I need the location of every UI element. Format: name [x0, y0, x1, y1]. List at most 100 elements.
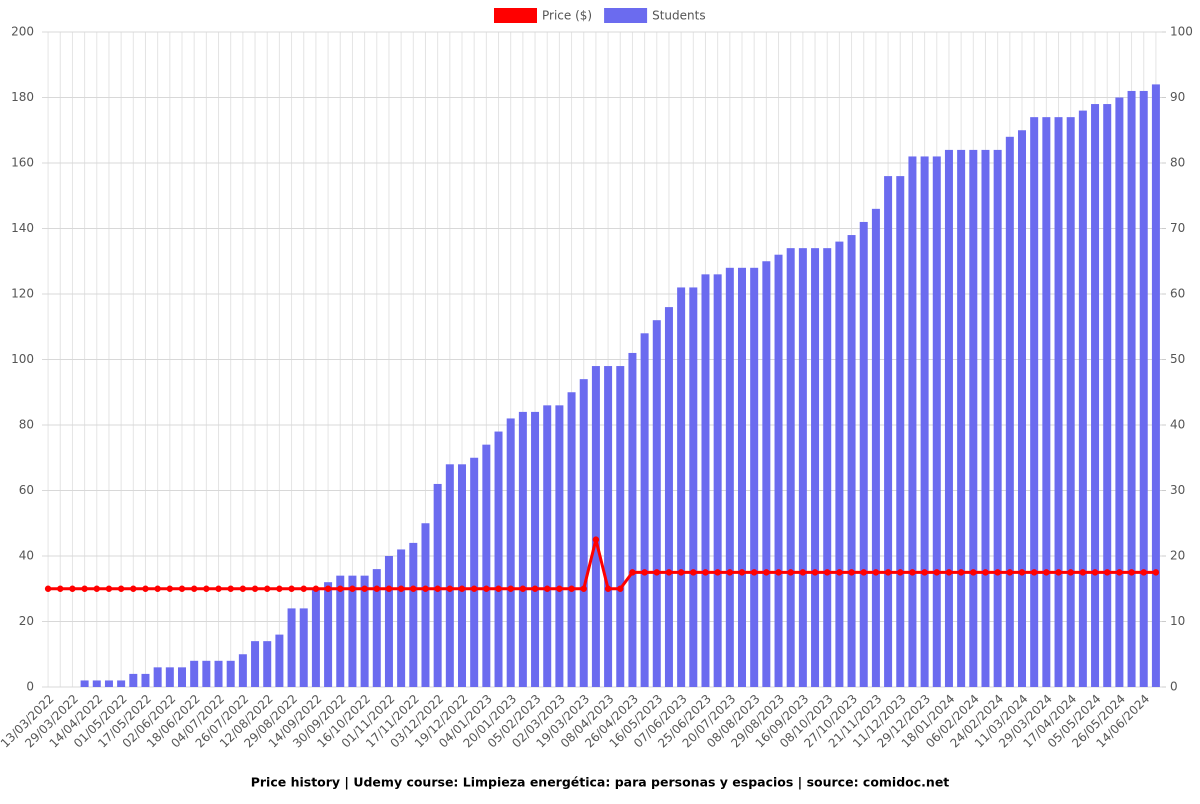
y-tick-label: 180	[11, 90, 34, 104]
price-point	[349, 585, 356, 592]
price-point	[312, 585, 320, 592]
y-tick-label: 140	[11, 221, 34, 235]
bar	[202, 660, 211, 687]
y2-tick-label: 70	[1170, 221, 1185, 235]
price-point	[458, 585, 466, 592]
bar	[871, 208, 880, 687]
price-point	[580, 585, 587, 592]
legend-swatch	[494, 8, 537, 23]
price-point	[1067, 569, 1074, 576]
price-point	[738, 569, 746, 576]
price-point	[288, 585, 295, 592]
bar	[969, 149, 978, 687]
bar	[1115, 97, 1124, 687]
price-point	[629, 569, 636, 576]
bar	[482, 444, 491, 687]
price-point	[178, 585, 186, 592]
price-point	[763, 569, 770, 576]
price-point	[276, 585, 283, 592]
price-point	[300, 585, 307, 592]
price-point	[556, 585, 563, 592]
bar	[397, 549, 406, 687]
price-point	[495, 585, 502, 592]
y2-tick-label: 80	[1170, 156, 1185, 170]
price-point	[1104, 569, 1111, 576]
price-point	[446, 585, 454, 592]
price-point	[57, 585, 64, 592]
price-point	[142, 585, 149, 592]
price-point	[860, 569, 867, 576]
bar	[616, 366, 625, 687]
bar	[1066, 117, 1075, 687]
bar	[1005, 136, 1014, 688]
price-point	[641, 569, 648, 576]
price-point	[1043, 569, 1050, 576]
bar	[786, 248, 795, 687]
bar	[664, 307, 673, 687]
bar	[713, 274, 722, 687]
price-point	[1152, 569, 1160, 576]
bar	[348, 575, 357, 687]
chart-title: Price history | Udemy course: Limpieza e…	[251, 775, 950, 790]
bar	[287, 608, 296, 687]
price-point	[324, 585, 332, 592]
price-line	[48, 539, 1156, 591]
price-point	[1018, 569, 1026, 576]
price-point	[921, 569, 928, 576]
bar	[117, 680, 126, 687]
bar	[957, 149, 966, 687]
y-tick-label: 40	[19, 549, 34, 563]
bar	[506, 418, 515, 687]
price-point	[1128, 569, 1135, 576]
price-point	[154, 585, 161, 592]
price-point	[519, 585, 527, 592]
bar	[141, 673, 150, 687]
bar	[178, 667, 186, 687]
bar	[1091, 104, 1100, 688]
bar	[628, 352, 637, 687]
bar	[1139, 90, 1148, 687]
price-point	[775, 569, 782, 576]
price-point	[130, 585, 137, 592]
price-point	[44, 585, 52, 592]
bar	[798, 248, 807, 687]
y2-tick-label: 10	[1170, 614, 1185, 628]
bar	[531, 411, 540, 687]
bar	[226, 660, 235, 687]
price-point	[81, 585, 88, 592]
price-point	[909, 569, 916, 576]
bar	[1103, 104, 1112, 688]
y-tick-label: 200	[11, 25, 34, 39]
y2-tick-label: 30	[1170, 483, 1185, 497]
price-point	[787, 569, 794, 576]
bar	[604, 366, 613, 687]
price-point	[227, 585, 234, 592]
bar	[579, 379, 588, 687]
price-point	[982, 569, 989, 576]
bar	[458, 464, 466, 687]
bar	[1078, 110, 1087, 688]
bar	[652, 320, 661, 687]
bar	[409, 542, 418, 687]
price-point	[750, 569, 758, 576]
price-point	[568, 585, 575, 592]
bar	[555, 405, 564, 687]
price-point	[872, 569, 880, 576]
price-point	[714, 569, 721, 576]
bar	[543, 405, 552, 687]
bar	[165, 667, 174, 687]
legend-swatch	[604, 8, 648, 23]
bar	[384, 556, 393, 687]
price-point	[117, 585, 125, 592]
price-point	[897, 569, 904, 576]
price-point	[1140, 569, 1147, 576]
price-point	[166, 585, 174, 592]
price-point	[957, 569, 965, 576]
price-point	[470, 585, 478, 592]
bar	[591, 366, 600, 687]
y-tick-label: 160	[11, 156, 34, 170]
bar	[701, 274, 710, 687]
bar	[470, 457, 479, 687]
bar	[251, 641, 260, 687]
price-point	[373, 585, 380, 592]
